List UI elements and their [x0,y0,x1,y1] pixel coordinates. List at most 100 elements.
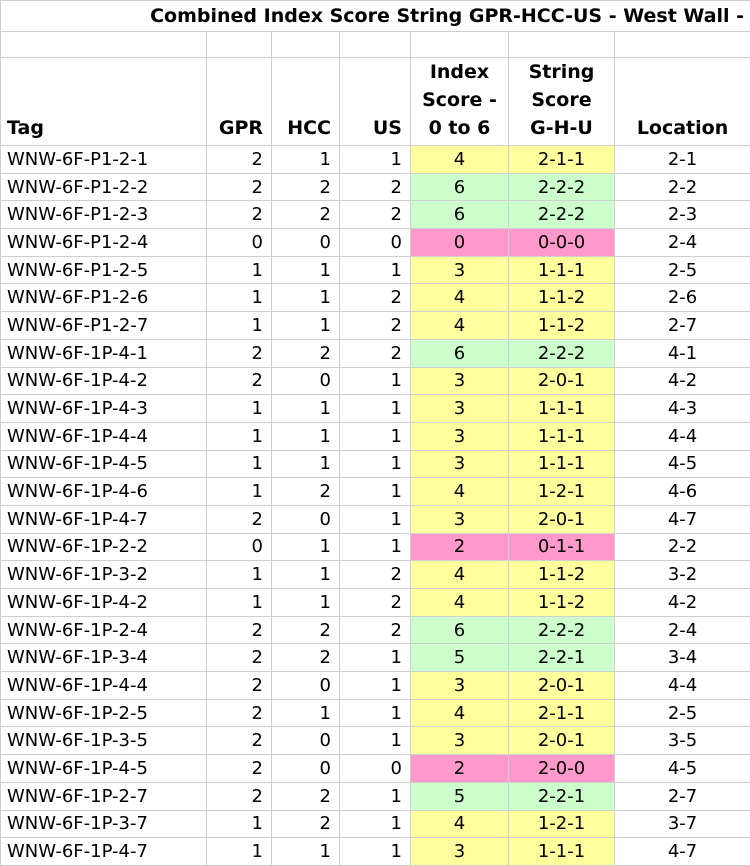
hcc-cell[interactable]: 2 [271,200,340,230]
string-score-cell[interactable]: 1-1-1 [508,449,615,479]
string-score-cell[interactable]: 1-1-1 [508,837,615,866]
blank-cell[interactable] [613,31,750,58]
location-cell[interactable]: 4-5 [613,754,750,783]
tag-cell[interactable]: WNW-6F-P1-2-1 [0,145,207,174]
index-score-cell[interactable]: 6 [410,200,509,230]
tag-cell[interactable]: WNW-6F-1P-4-5 [0,449,207,479]
location-cell[interactable]: 2-4 [613,228,750,257]
location-cell[interactable]: 2-1 [613,145,750,174]
gpr-cell[interactable]: 2 [206,504,272,534]
us-cell[interactable]: 2 [339,200,411,230]
gpr-cell[interactable]: 2 [206,172,272,202]
us-cell[interactable]: 2 [339,615,411,645]
index-score-cell[interactable]: 0 [410,228,509,257]
index-score-cell[interactable]: 6 [410,338,509,368]
tag-cell[interactable]: WNW-6F-1P-4-3 [0,394,207,423]
header-us[interactable]: US [339,57,411,146]
string-score-cell[interactable]: 2-0-0 [508,754,615,783]
string-score-cell[interactable]: 2-2-1 [508,643,615,673]
string-score-cell[interactable]: 2-2-1 [508,781,615,811]
gpr-cell[interactable]: 1 [206,283,272,313]
header-tag[interactable]: Tag [0,57,207,146]
string-score-cell[interactable]: 2-1-1 [508,698,615,728]
tag-cell[interactable]: WNW-6F-P1-2-7 [0,311,207,340]
tag-cell[interactable]: WNW-6F-1P-2-7 [0,781,207,811]
location-cell[interactable]: 3-5 [613,726,750,756]
gpr-cell[interactable]: 1 [206,255,272,285]
index-score-cell[interactable]: 5 [410,643,509,673]
blank-cell[interactable] [410,31,509,58]
hcc-cell[interactable]: 2 [271,615,340,645]
string-score-cell[interactable]: 1-1-2 [508,283,615,313]
hcc-cell[interactable]: 0 [271,366,340,396]
index-score-cell[interactable]: 3 [410,449,509,479]
gpr-cell[interactable]: 2 [206,671,272,700]
index-score-cell[interactable]: 2 [410,532,509,562]
location-cell[interactable]: 4-3 [613,394,750,423]
tag-cell[interactable]: WNW-6F-1P-3-2 [0,560,207,589]
hcc-cell[interactable]: 2 [271,643,340,673]
header-index-score[interactable]: Index Score - 0 to 6 [410,57,509,146]
header-hcc[interactable]: HCC [271,57,340,146]
index-score-cell[interactable]: 4 [410,588,509,617]
hcc-cell[interactable]: 0 [271,754,340,783]
hcc-cell[interactable]: 2 [271,781,340,811]
tag-cell[interactable]: WNW-6F-1P-4-2 [0,366,207,396]
string-score-cell[interactable]: 2-2-2 [508,615,615,645]
index-score-cell[interactable]: 3 [410,366,509,396]
location-cell[interactable]: 2-6 [613,283,750,313]
us-cell[interactable]: 1 [339,532,411,562]
us-cell[interactable]: 0 [339,228,411,257]
location-cell[interactable]: 4-7 [613,837,750,866]
tag-cell[interactable]: WNW-6F-1P-4-6 [0,477,207,506]
index-score-cell[interactable]: 3 [410,671,509,700]
hcc-cell[interactable]: 2 [271,172,340,202]
tag-cell[interactable]: WNW-6F-1P-2-5 [0,698,207,728]
gpr-cell[interactable]: 1 [206,809,272,839]
string-score-cell[interactable]: 2-0-1 [508,726,615,756]
string-score-cell[interactable]: 2-0-1 [508,671,615,700]
string-score-cell[interactable]: 1-1-1 [508,421,615,451]
us-cell[interactable]: 1 [339,837,411,866]
tag-cell[interactable]: WNW-6F-1P-4-2 [0,588,207,617]
string-score-cell[interactable]: 1-1-2 [508,588,615,617]
hcc-cell[interactable]: 1 [271,145,340,174]
us-cell[interactable]: 1 [339,394,411,423]
hcc-cell[interactable]: 0 [271,228,340,257]
gpr-cell[interactable]: 0 [206,532,272,562]
tag-cell[interactable]: WNW-6F-P1-2-2 [0,172,207,202]
string-score-cell[interactable]: 1-2-1 [508,477,615,506]
us-cell[interactable]: 1 [339,781,411,811]
string-score-cell[interactable]: 2-0-1 [508,366,615,396]
blank-cell[interactable] [339,31,411,58]
location-cell[interactable]: 4-4 [613,671,750,700]
index-score-cell[interactable]: 6 [410,615,509,645]
us-cell[interactable]: 2 [339,283,411,313]
hcc-cell[interactable]: 1 [271,311,340,340]
hcc-cell[interactable]: 0 [271,504,340,534]
header-string-score[interactable]: String Score G-H-U [508,57,615,146]
us-cell[interactable]: 0 [339,754,411,783]
location-cell[interactable]: 4-4 [613,421,750,451]
tag-cell[interactable]: WNW-6F-1P-4-7 [0,837,207,866]
us-cell[interactable]: 1 [339,421,411,451]
index-score-cell[interactable]: 4 [410,477,509,506]
index-score-cell[interactable]: 2 [410,754,509,783]
hcc-cell[interactable]: 0 [271,671,340,700]
location-cell[interactable]: 2-7 [613,311,750,340]
us-cell[interactable]: 1 [339,698,411,728]
us-cell[interactable]: 1 [339,477,411,506]
index-score-cell[interactable]: 6 [410,172,509,202]
location-cell[interactable]: 4-5 [613,449,750,479]
us-cell[interactable]: 2 [339,338,411,368]
index-score-cell[interactable]: 3 [410,394,509,423]
tag-cell[interactable]: WNW-6F-1P-2-2 [0,532,207,562]
hcc-cell[interactable]: 1 [271,283,340,313]
index-score-cell[interactable]: 3 [410,837,509,866]
string-score-cell[interactable]: 2-1-1 [508,145,615,174]
gpr-cell[interactable]: 1 [206,588,272,617]
location-cell[interactable]: 4-7 [613,504,750,534]
us-cell[interactable]: 1 [339,809,411,839]
gpr-cell[interactable]: 1 [206,449,272,479]
blank-cell[interactable] [0,31,207,58]
